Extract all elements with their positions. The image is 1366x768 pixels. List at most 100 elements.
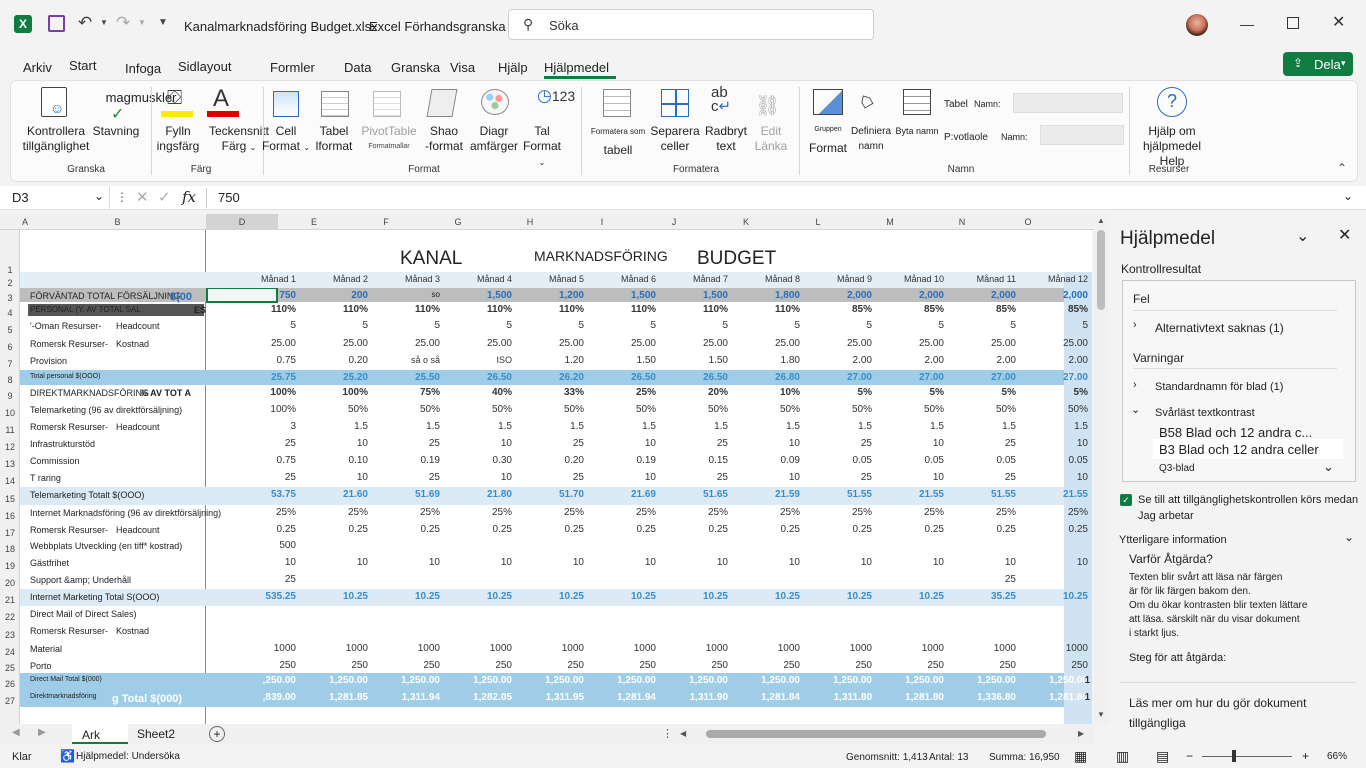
cell-value[interactable]: 250: [279, 660, 296, 671]
alt-text-item[interactable]: Alternativtext saknas (1): [1155, 321, 1284, 335]
row-label[interactable]: Romersk Resurser-: [30, 339, 109, 349]
row-header[interactable]: 1: [7, 265, 13, 275]
expand-formula-bar-icon[interactable]: ⌄: [1343, 189, 1354, 203]
cell-value[interactable]: 1000: [777, 643, 800, 654]
learn-more-link-1[interactable]: Läs mer om hur du gör dokument: [1129, 696, 1307, 710]
cell-value[interactable]: 5: [650, 320, 656, 331]
cell-value[interactable]: 85%: [995, 304, 1016, 315]
cell-value[interactable]: 250: [495, 660, 512, 671]
cell-value[interactable]: 25: [428, 438, 440, 449]
month-header[interactable]: Månad 2: [332, 274, 368, 284]
define-name-button[interactable]: Definiera namn: [849, 124, 893, 154]
tab-data[interactable]: Data: [344, 60, 372, 75]
column-header-f[interactable]: F: [383, 217, 389, 227]
cell-value[interactable]: 27.00: [1062, 372, 1088, 383]
cell-value[interactable]: 50%: [779, 404, 800, 415]
cell-value[interactable]: 21.55: [1062, 489, 1088, 500]
row-header[interactable]: 15: [4, 494, 15, 504]
cell-value[interactable]: 0.25: [708, 524, 728, 535]
cell-value[interactable]: 1000: [561, 643, 584, 654]
contrast-issue-2-row[interactable]: B3 Blad och 12 andra celler: [1153, 439, 1343, 459]
cell-value[interactable]: 21.60: [342, 489, 368, 500]
column-header-n[interactable]: N: [958, 217, 966, 227]
cell-value[interactable]: 1,250.00: [617, 675, 656, 686]
cell-value[interactable]: 10: [788, 438, 800, 449]
rename-button[interactable]: Byta namn: [895, 126, 939, 136]
cell-value[interactable]: 1.5: [570, 421, 584, 432]
undo-dropdown-icon[interactable]: ▼: [100, 18, 108, 27]
cell-value[interactable]: 25.00: [414, 338, 440, 349]
cell-value[interactable]: 1000: [1065, 643, 1088, 654]
cell-value[interactable]: 25%: [635, 387, 656, 398]
cell-value[interactable]: 5%: [1001, 387, 1016, 398]
cell-value[interactable]: 26.20: [558, 372, 584, 383]
cell-value[interactable]: 1.5: [1074, 421, 1088, 432]
row-label[interactable]: PERSONAL (Y. AV TOTAL SAL: [30, 305, 141, 314]
row-label[interactable]: Internet Marketing Total S(OOO): [30, 592, 160, 602]
row-header[interactable]: 19: [4, 561, 15, 571]
cell-value[interactable]: 1000: [849, 643, 872, 654]
cell-value[interactable]: 85%: [851, 304, 872, 315]
share-button[interactable]: ⇪ Dela ▾: [1283, 52, 1353, 76]
cell-value[interactable]: 50%: [851, 404, 872, 415]
cell-value[interactable]: 250: [639, 660, 656, 671]
tabs-split-icon[interactable]: ⋮: [662, 728, 673, 740]
add-sheet-icon[interactable]: +: [209, 726, 225, 742]
undo-icon[interactable]: ↶: [78, 13, 93, 32]
cell-value[interactable]: 0.25: [636, 524, 656, 535]
cell-value[interactable]: 10: [644, 472, 656, 483]
cell-value[interactable]: 10: [1076, 557, 1088, 568]
sheet-tab-sheet2[interactable]: Sheet2: [137, 727, 176, 741]
cell-value[interactable]: 10: [860, 557, 872, 568]
chevron-down-icon[interactable]: ⌄: [1131, 404, 1141, 416]
row-header[interactable]: 16: [4, 511, 15, 521]
cell-value[interactable]: 25.20: [342, 372, 368, 383]
row-header[interactable]: 11: [5, 425, 15, 435]
cell-value[interactable]: 10.25: [1062, 591, 1088, 602]
search-box[interactable]: ⚲ Söka: [508, 9, 874, 40]
cell-value[interactable]: 25.00: [846, 338, 872, 349]
row-label[interactable]: Provision: [30, 356, 68, 366]
cell-value[interactable]: 51.70: [558, 489, 584, 500]
cell-value[interactable]: 10.25: [630, 591, 656, 602]
row-label[interactable]: Total personal $(OOO): [30, 373, 101, 380]
page-layout-icon[interactable]: ▥: [1116, 748, 1130, 764]
font-color-button[interactable]: Teckensnitt Färg ⌄: [206, 124, 272, 155]
cell-value[interactable]: 10: [788, 472, 800, 483]
cell-value[interactable]: 27.00: [990, 372, 1016, 383]
cell-value[interactable]: 0.20: [564, 455, 584, 466]
cell-value[interactable]: 1.5: [714, 421, 728, 432]
row-header[interactable]: 7: [7, 359, 13, 369]
cell-value[interactable]: 250: [783, 660, 800, 671]
row-label[interactable]: Direct Mail of Direct Sales): [30, 609, 137, 619]
scroll-down-icon[interactable]: ▼: [1097, 710, 1105, 719]
row-label[interactable]: Direktmarknadsföring: [30, 693, 97, 700]
row-label-secondary[interactable]: Headcount: [116, 321, 160, 331]
row-header[interactable]: 17: [4, 528, 15, 538]
cell-value[interactable]: 25: [428, 472, 440, 483]
cell-value[interactable]: 5: [578, 320, 584, 331]
row-label[interactable]: Material: [30, 644, 63, 654]
fill-color-button[interactable]: Fylln ingsfärg: [153, 124, 203, 154]
cell-value[interactable]: 10: [356, 472, 368, 483]
table-name-field[interactable]: [1013, 93, 1123, 113]
cell-value[interactable]: 10: [716, 557, 728, 568]
zoom-slider-track[interactable]: [1202, 756, 1292, 757]
pane-close-icon[interactable]: ✕: [1338, 227, 1352, 244]
cell-value[interactable]: 5%: [1073, 387, 1088, 398]
cell-value[interactable]: 200: [351, 290, 368, 301]
cell-value[interactable]: 110%: [486, 304, 512, 315]
cell-value[interactable]: 51.55: [990, 489, 1016, 500]
cell-value[interactable]: 1.5: [786, 421, 800, 432]
cell-value[interactable]: 1.20: [564, 355, 584, 366]
cell-value[interactable]: 25: [284, 438, 296, 449]
cell-value[interactable]: 10: [932, 438, 944, 449]
row-label[interactable]: Telemarketing Totalt $(OOO): [30, 490, 145, 500]
pivot-format-button[interactable]: PivotTable Formatmallar: [357, 124, 421, 154]
cell-value[interactable]: 25.00: [918, 338, 944, 349]
cell-value[interactable]: 10.25: [414, 591, 440, 602]
cancel-entry-icon[interactable]: ✕: [136, 189, 149, 206]
formula-input[interactable]: 750: [218, 190, 240, 205]
cell-value[interactable]: 0.05: [924, 455, 944, 466]
cell-value[interactable]: 2.00: [924, 355, 944, 366]
